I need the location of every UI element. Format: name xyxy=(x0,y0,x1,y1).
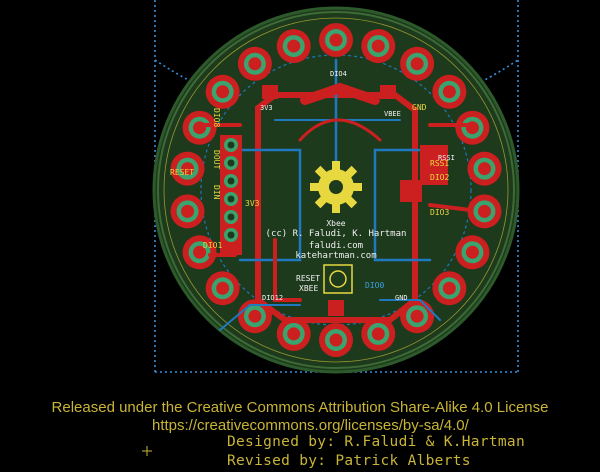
small-label-vbee: VBEE xyxy=(384,110,401,118)
ring-pad xyxy=(400,46,435,81)
pin-label-dout: DOUT xyxy=(212,150,221,169)
credit-url-1: faludi.com xyxy=(309,241,363,251)
small-label-dio12: DIO12 xyxy=(262,294,283,302)
ring-pad xyxy=(455,235,490,270)
credit-line: (cc) R. Faludi, K. Hartman xyxy=(266,229,407,239)
ring-pad xyxy=(467,194,502,229)
ring-pad xyxy=(361,29,396,64)
ring-pad xyxy=(319,323,353,357)
ring-pad xyxy=(432,271,467,306)
pin-label-din: DIN xyxy=(212,185,221,200)
pin-label-dio1: DIO1 xyxy=(203,241,222,250)
reviser-credit: Revised by: Patrick Alberts xyxy=(227,453,471,469)
ring-pad xyxy=(455,110,490,145)
ring-pad xyxy=(205,271,240,306)
pin-label-rssi: RSSI xyxy=(430,159,449,168)
gear-logo-icon xyxy=(310,161,362,213)
ring-pad xyxy=(467,151,502,186)
pin-label-gnd: GND xyxy=(412,103,427,112)
reset-label: RESET xyxy=(296,274,320,283)
ring-pads xyxy=(170,23,502,357)
small-label-rssi: RSSI xyxy=(438,154,455,162)
small-label-dio4: DIO4 xyxy=(330,70,347,78)
origin-crosshair xyxy=(142,446,152,456)
right-components xyxy=(262,85,448,316)
ring-pad xyxy=(276,29,311,64)
pin-header xyxy=(220,135,242,255)
ring-pad xyxy=(182,235,217,270)
ring-pad xyxy=(170,151,205,186)
credit-url-2: katehartman.com xyxy=(295,251,376,261)
pin-label-dio8: DIO8 xyxy=(212,108,221,127)
ring-pad xyxy=(182,110,217,145)
header-pin xyxy=(224,228,238,242)
pin-label-dio3: DIO3 xyxy=(430,208,449,217)
header-pin xyxy=(224,156,238,170)
small-label-gnd: GND xyxy=(395,294,408,302)
header-pin xyxy=(224,138,238,152)
header-pin xyxy=(224,174,238,188)
ring-pad xyxy=(205,74,240,109)
ring-pad xyxy=(170,194,205,229)
license-url[interactable]: https://creativecommons.org/licenses/by-… xyxy=(152,417,469,434)
ring-pad xyxy=(432,74,467,109)
ring-pad xyxy=(361,316,396,351)
designer-credit: Designed by: R.Faludi & K.Hartman xyxy=(227,434,525,450)
pin-label-reset: RESET xyxy=(170,168,194,177)
ring-pad xyxy=(319,23,353,57)
xbee-label: XBEE xyxy=(299,284,318,293)
reset-button-outline xyxy=(323,264,353,294)
ring-pad xyxy=(276,316,311,351)
ring-pad xyxy=(400,299,435,334)
pin-label-dio2: DIO2 xyxy=(430,173,449,182)
header-pin xyxy=(224,210,238,224)
ring-pad xyxy=(237,46,272,81)
header-pin xyxy=(224,192,238,206)
small-label-3v3: 3V3 xyxy=(260,104,273,112)
logo-caption: Xbee xyxy=(326,219,345,228)
license-statement: Released under the Creative Commons Attr… xyxy=(51,399,549,416)
pin-label-dio0: DIO0 xyxy=(365,281,384,290)
pin-label-3v3: 3V3 xyxy=(245,199,260,208)
